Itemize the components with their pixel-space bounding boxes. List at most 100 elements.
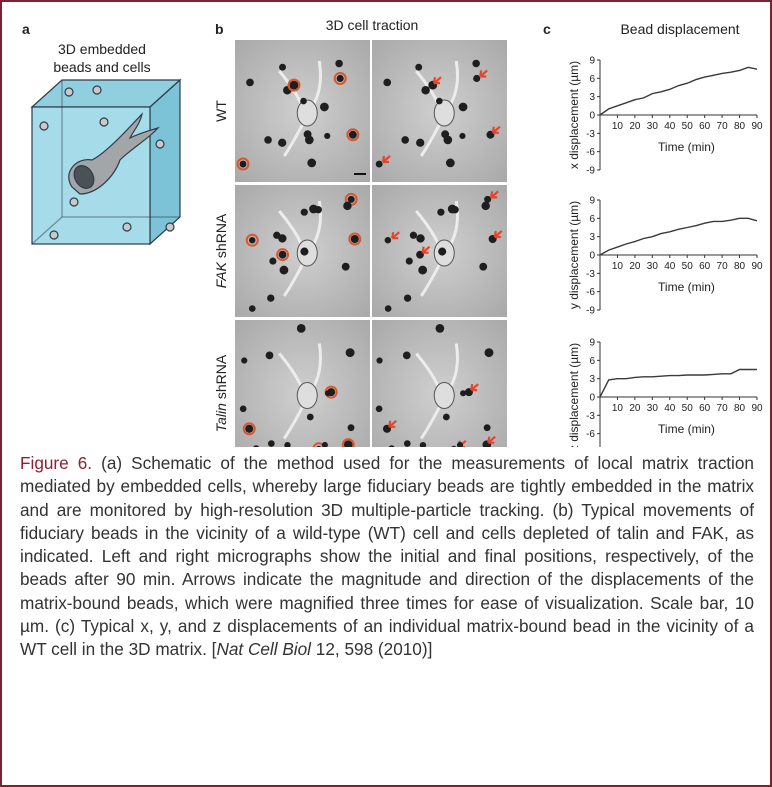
x-tick-label: 40 xyxy=(664,261,676,272)
row-label-text: WT xyxy=(213,100,229,122)
bead xyxy=(483,424,491,432)
displacement-arrow xyxy=(487,435,496,444)
bead xyxy=(347,424,355,432)
bead xyxy=(479,262,488,271)
displacement-arrow xyxy=(421,245,431,254)
bead xyxy=(401,136,409,144)
displacement-arrow xyxy=(381,155,391,164)
x-tick-label: 30 xyxy=(647,403,659,414)
x-tick-label: 30 xyxy=(647,261,659,272)
bead xyxy=(484,195,492,203)
bead-marker xyxy=(348,232,362,246)
bead xyxy=(320,102,329,112)
y-tick-label: 9 xyxy=(589,338,595,349)
bead xyxy=(443,135,453,145)
bead xyxy=(269,257,277,265)
bead-marker xyxy=(236,157,250,171)
x-tick-label: 50 xyxy=(682,121,694,132)
y-axis-label: y displacement (µm) xyxy=(567,201,581,309)
x-axis-label: Time (min) xyxy=(658,140,715,154)
bead xyxy=(384,305,392,312)
bead xyxy=(264,136,272,144)
x-tick-label: 60 xyxy=(699,261,711,272)
displacement-arrow xyxy=(490,190,499,199)
panel-title: beads and cells xyxy=(53,59,150,75)
panel-label: c xyxy=(543,21,551,37)
bead xyxy=(464,388,473,397)
bead xyxy=(416,234,425,243)
y-axis-label: x displacement (µm) xyxy=(567,61,581,169)
bead xyxy=(239,405,247,413)
bead xyxy=(284,441,291,449)
panel-label: b xyxy=(215,21,224,37)
caption-journal: Nat Cell Biol xyxy=(216,639,312,660)
bead xyxy=(343,440,353,449)
bead xyxy=(382,424,392,433)
bead xyxy=(435,324,445,333)
x-tick-label: 80 xyxy=(734,403,746,414)
bead-marker xyxy=(276,248,290,262)
row-label-italic: Talin xyxy=(213,403,229,432)
bead xyxy=(249,236,256,244)
bead xyxy=(305,135,314,145)
x-tick-label: 50 xyxy=(682,403,694,414)
y-tick-label: -9 xyxy=(586,306,595,317)
bead xyxy=(267,440,275,447)
cell-body xyxy=(296,382,318,409)
figure: a 3D embedded beads and cells b 3D cell … xyxy=(22,17,763,467)
y-tick-label: -3 xyxy=(586,411,595,422)
data-line xyxy=(599,368,757,398)
row-label: WT xyxy=(213,100,229,122)
y-tick-label: 6 xyxy=(589,214,595,225)
bead xyxy=(347,195,355,203)
y-tick-label: 9 xyxy=(589,56,595,67)
y-tick-label: 0 xyxy=(589,251,595,262)
bead xyxy=(486,130,495,139)
displacement-arrow xyxy=(493,230,503,239)
row-label-text: shRNA xyxy=(213,213,229,258)
bead xyxy=(335,59,343,68)
bead xyxy=(445,158,455,168)
data-line xyxy=(599,66,758,116)
x-tick-label: 70 xyxy=(717,261,729,272)
bead xyxy=(402,351,411,360)
bead-marker xyxy=(333,71,347,85)
bead xyxy=(345,348,355,358)
bead xyxy=(375,405,383,413)
displacement-arrow xyxy=(479,69,488,78)
bead xyxy=(300,247,309,256)
bead xyxy=(481,201,490,211)
bead xyxy=(300,208,308,216)
y-tick-label: -6 xyxy=(586,429,595,440)
bead xyxy=(456,441,464,449)
bead xyxy=(309,204,318,214)
bead xyxy=(278,234,287,243)
bead-marker xyxy=(242,422,256,436)
bead xyxy=(409,231,418,239)
bead xyxy=(419,441,427,449)
displacement-arrow xyxy=(432,76,442,85)
bead xyxy=(350,234,359,244)
bead xyxy=(473,74,481,83)
y-tick-label: 3 xyxy=(589,92,595,103)
x-tick-label: 10 xyxy=(612,403,624,414)
cell-body xyxy=(433,99,455,127)
bead xyxy=(403,294,412,302)
bead xyxy=(324,132,331,140)
bead xyxy=(484,348,494,358)
bead xyxy=(458,102,468,112)
bead xyxy=(442,413,450,421)
x-tick-label: 20 xyxy=(629,121,641,132)
bead xyxy=(245,424,254,433)
cell-body xyxy=(433,382,455,409)
panel-title: Bead displacement xyxy=(620,21,739,37)
panel-title: 3D embedded xyxy=(58,41,146,57)
bead xyxy=(324,390,332,397)
bead xyxy=(418,265,428,275)
bead xyxy=(279,265,289,275)
bead xyxy=(459,132,466,140)
x-tick-label: 10 xyxy=(612,261,624,272)
bead xyxy=(384,236,392,244)
caption-label: Figure 6. xyxy=(20,453,93,473)
row-label: Talin shRNA xyxy=(213,354,229,432)
